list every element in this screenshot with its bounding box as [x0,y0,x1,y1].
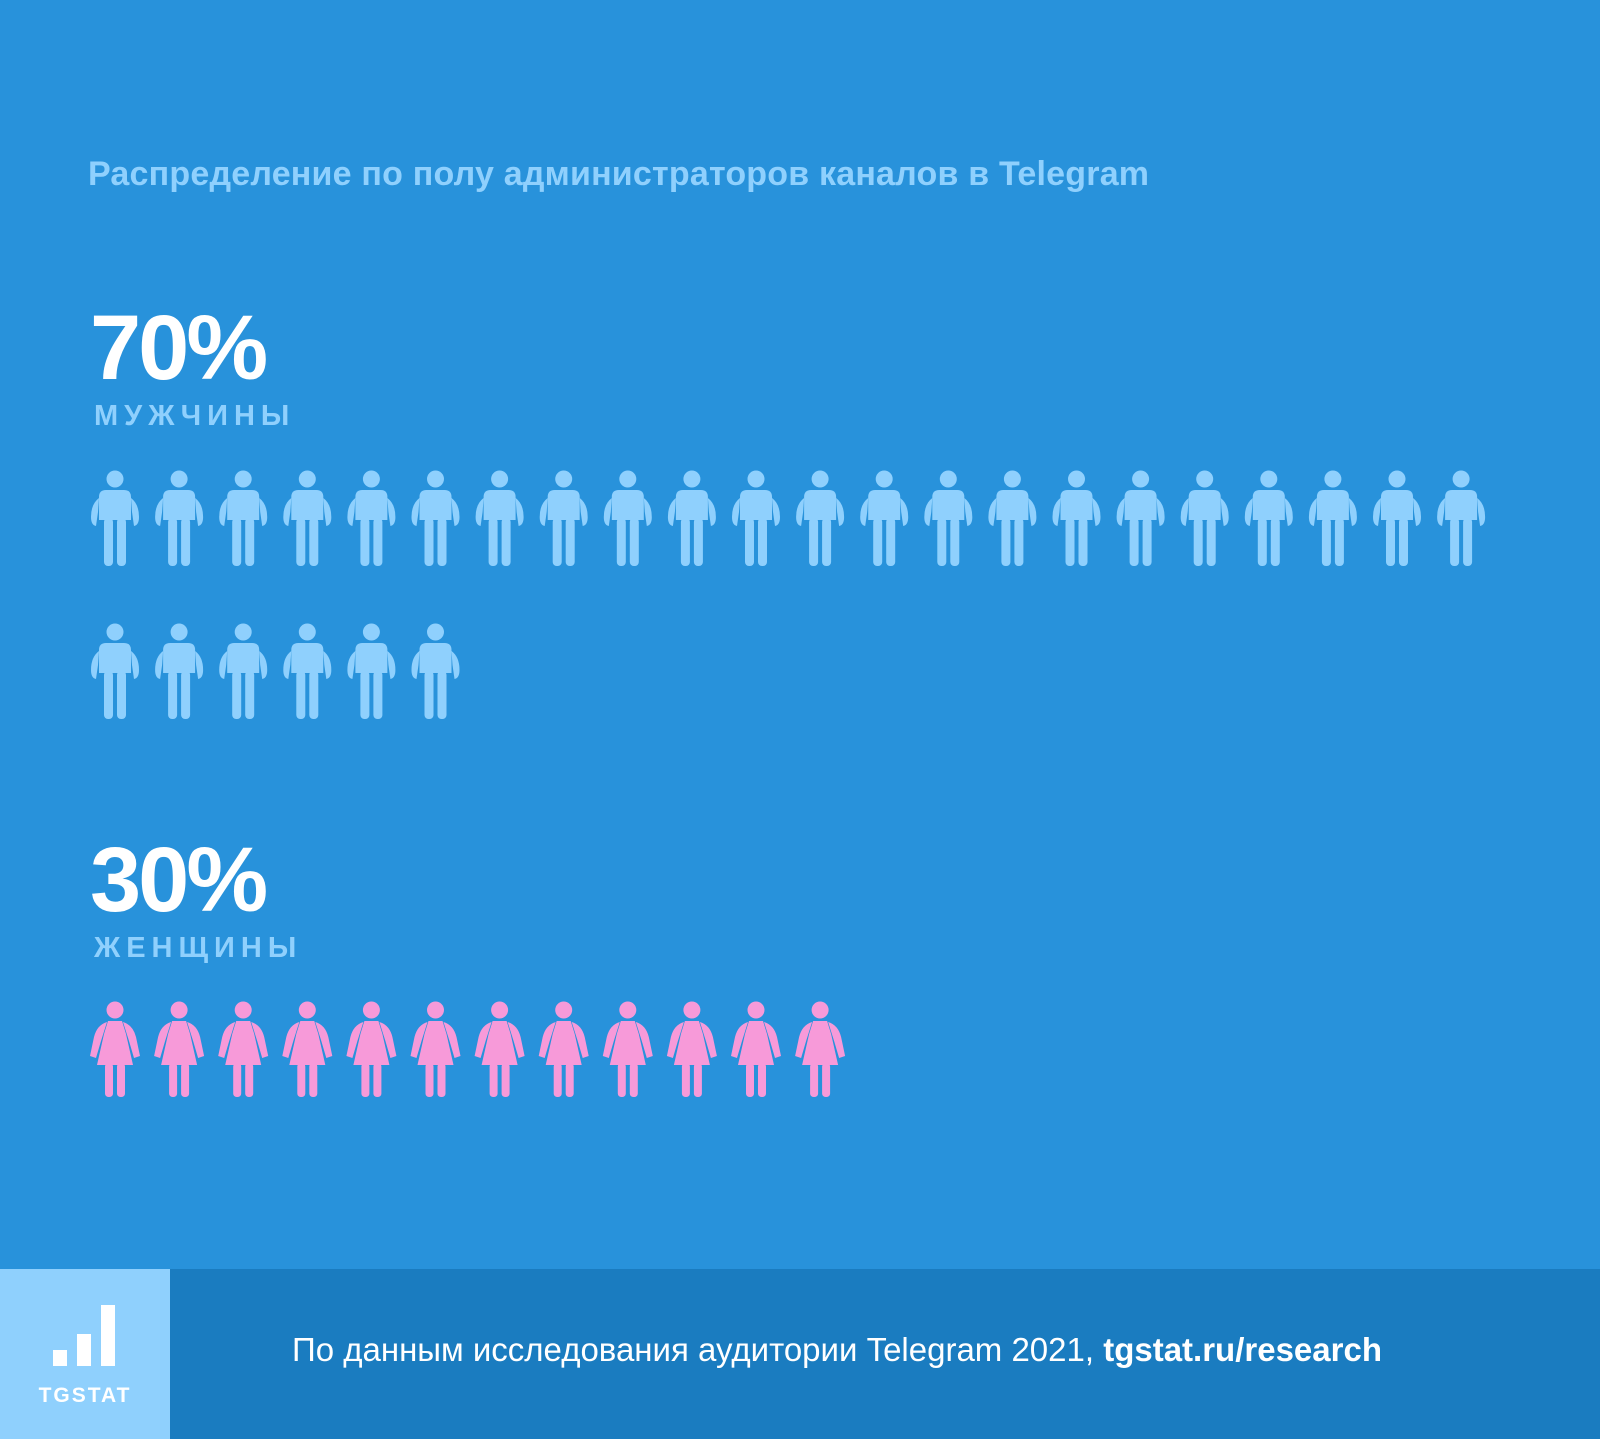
male-percent: 70% [90,297,268,399]
male-person-icon [1180,470,1229,566]
female-person-icon [410,1001,461,1097]
male-person-icon [539,470,588,566]
female-person-icon [538,1001,589,1097]
source-note: По данным исследования аудитории Telegra… [292,1331,1382,1369]
bar-chart-icon [53,1305,115,1366]
logo-text: TGSTAT [38,1384,132,1407]
male-person-icon [219,623,268,719]
footer: TGSTAT По данным исследования аудитории … [0,1269,1600,1439]
male-person-icon [1052,470,1101,566]
female-person-icon [795,1001,846,1097]
female-person-icon [731,1001,781,1097]
female-person-icon [346,1001,397,1097]
female-person-icon [666,1001,717,1097]
male-person-icon [924,470,973,566]
male-person-icon [603,470,652,566]
male-person-icon [411,470,460,566]
female-person-icon [218,1001,269,1097]
male-person-icon [1437,470,1486,566]
female-person-icon [282,1001,333,1097]
male-person-icon [411,623,460,719]
female-percent: 30% [90,829,268,931]
male-person-icon [219,470,268,566]
tgstat-logo[interactable]: TGSTAT [0,1269,170,1439]
male-person-icon [155,470,204,566]
male-person-icon [91,470,139,566]
male-person-icon [667,470,716,566]
chart-title: Распределение по полу администраторов ка… [88,155,1150,193]
male-person-icon [1244,470,1293,566]
male-person-icon [1116,470,1165,566]
male-person-icon [347,623,396,719]
male-person-icon [283,623,332,719]
male-person-icon [475,470,524,566]
male-person-icon [347,470,396,566]
male-person-icon [1308,470,1357,566]
pictogram [90,470,1486,1097]
female-person-icon [90,1001,140,1097]
female-person-icon [474,1001,525,1097]
male-person-icon [91,623,139,719]
source-link[interactable]: tgstat.ru/research [1103,1331,1382,1368]
female-person-icon [154,1001,205,1097]
male-person-icon [1373,470,1421,566]
male-person-icon [796,470,845,566]
male-person-icon [732,470,780,566]
male-person-icon [988,470,1037,566]
source-text: По данным исследования аудитории Telegra… [292,1331,1104,1368]
male-person-icon [860,470,909,566]
male-person-icon [283,470,332,566]
male-person-icon [155,623,204,719]
female-person-icon [602,1001,653,1097]
female-label: женщины [94,932,303,964]
male-label: мужчины [94,400,296,432]
